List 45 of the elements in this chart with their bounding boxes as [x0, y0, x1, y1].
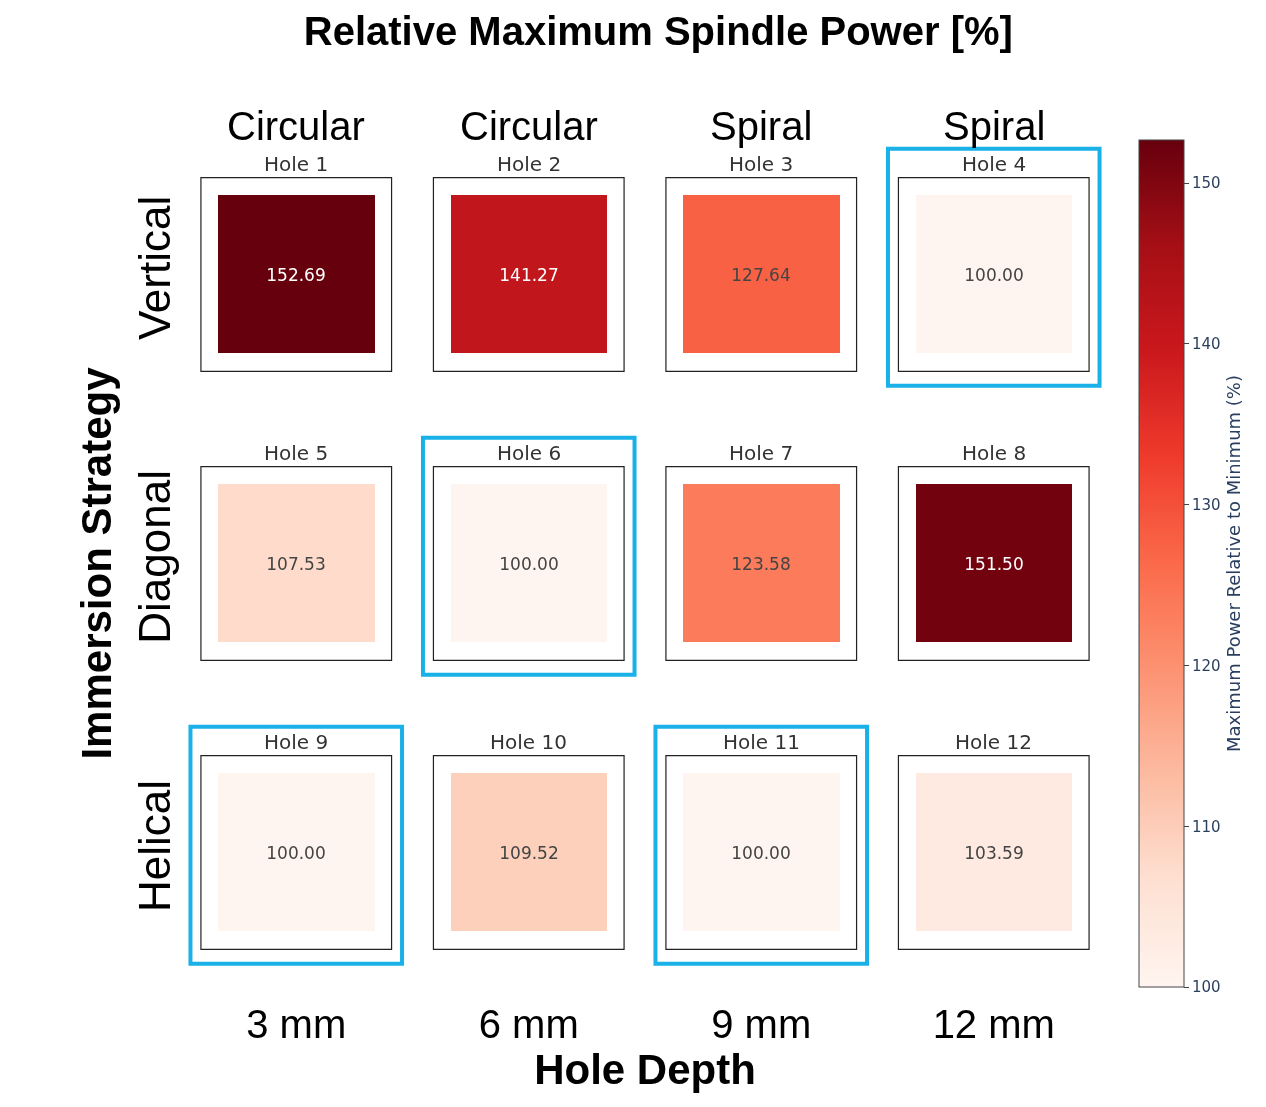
annotation: Hole 9	[264, 730, 329, 754]
data-label: 123.58	[731, 553, 791, 574]
data-label: 141.27	[499, 264, 559, 285]
annotation: Hole 10	[490, 730, 567, 754]
y-tick-label: Vertical	[130, 195, 180, 341]
annotation: Hole 12	[955, 730, 1032, 754]
data-label: 109.52	[499, 842, 559, 863]
color-bar-label: 100	[1192, 978, 1221, 997]
data-label: 151.50	[964, 553, 1024, 574]
annotation: Hole 7	[729, 441, 794, 465]
annotation: Hole 1	[264, 152, 329, 176]
y-tick-label: Helical	[130, 779, 180, 912]
data-label: 100.00	[499, 553, 559, 574]
annotation: Hole 5	[264, 441, 329, 465]
x-tick-label: 12 mm	[932, 1002, 1055, 1046]
chart-title: Relative Maximum Spindle Power [%]	[303, 8, 1013, 53]
annotation: Hole 11	[723, 730, 800, 754]
y-axis-title: Immersion Strategy	[73, 366, 120, 760]
x-tick-label: 6 mm	[478, 1002, 579, 1046]
annotation: Hole 4	[962, 152, 1027, 176]
x-tick-label: 3 mm	[246, 1002, 347, 1046]
color-bar-label: 110	[1192, 817, 1221, 836]
data-label: 103.59	[964, 842, 1024, 863]
annotation: Hole 3	[729, 152, 794, 176]
data-label: 100.00	[731, 842, 791, 863]
data-label: 152.69	[266, 264, 326, 285]
data-label: 100.00	[266, 842, 326, 863]
color-bar-label: 150	[1192, 174, 1221, 193]
annotation: Spiral	[943, 104, 1046, 148]
annotation: Circular	[460, 104, 598, 148]
color-bar-label: 120	[1192, 656, 1221, 675]
annotation: Circular	[227, 104, 365, 148]
x-axis-title: Hole Depth	[534, 1046, 756, 1093]
y-tick-label: Diagonal	[130, 470, 180, 644]
annotation: Hole 8	[962, 441, 1027, 465]
annotation: Spiral	[710, 104, 813, 148]
annotation: Hole 6	[497, 441, 562, 465]
data-label: 127.64	[731, 264, 791, 285]
color-bar-title: Maximum Power Relative to Minimum (%)	[1222, 375, 1244, 752]
color-bar-label: 140	[1192, 335, 1221, 354]
x-tick-label: 9 mm	[711, 1002, 812, 1046]
data-label: 100.00	[964, 264, 1024, 285]
data-label: 107.53	[266, 553, 326, 574]
color-bar-label: 130	[1192, 496, 1221, 514]
annotation: Hole 2	[497, 152, 562, 176]
